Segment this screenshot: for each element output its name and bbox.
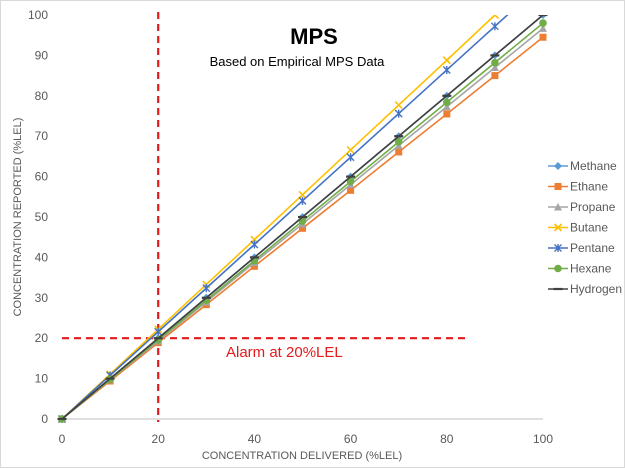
chart-subtitle: Based on Empirical MPS Data: [210, 54, 386, 69]
legend-item-hexane: Hexane: [548, 262, 612, 276]
data-point-ethane: [250, 262, 258, 270]
y-tick-label: 30: [35, 291, 49, 305]
y-tick-label: 50: [35, 210, 49, 224]
data-point-hexane: [394, 138, 403, 146]
legend-label: Ethane: [570, 180, 608, 194]
data-point-pentane: [394, 109, 403, 118]
legend-marker: [554, 203, 562, 211]
legend-item-pentane: Pentane: [548, 241, 615, 255]
x-tick-label: 20: [152, 432, 166, 446]
legend-item-hydrogen: Hydrogen: [548, 282, 622, 296]
data-point-pentane: [202, 284, 211, 293]
data-point-pentane: [154, 327, 163, 336]
y-tick-label: 20: [35, 331, 49, 345]
x-tick-labels: 0 20 40 60 80 100: [59, 432, 554, 446]
data-point-butane: [394, 101, 403, 110]
data-point-propane: [490, 63, 499, 72]
series-group: [57, 15, 548, 424]
data-point-ethane: [443, 110, 451, 118]
legend-label: Hexane: [570, 262, 612, 276]
data-point-ethane: [347, 186, 355, 194]
legend-marker: [553, 223, 563, 232]
data-point-pentane: [490, 22, 499, 31]
x-axis-title: CONCENTRATION DELIVERED (%LEL): [202, 450, 402, 462]
legend-item-ethane: Ethane: [548, 180, 608, 194]
legend-marker: [554, 162, 562, 170]
alarm-annotation: Alarm at 20%LEL: [226, 344, 343, 361]
legend-item-methane: Methane: [548, 159, 617, 173]
data-point-butane: [346, 145, 355, 155]
legend-label: Butane: [570, 221, 608, 235]
legend-label: Methane: [570, 159, 617, 173]
y-tick-label: 10: [35, 372, 49, 386]
legend-marker: [554, 244, 562, 252]
y-tick-label: 70: [35, 129, 49, 143]
series-hexane: [58, 19, 547, 423]
data-point-pentane: [442, 65, 451, 74]
data-point-ethane: [299, 224, 306, 232]
y-tick-label: 0: [41, 412, 48, 426]
x-tick-label: 40: [248, 432, 262, 446]
data-point-ethane: [395, 148, 403, 156]
data-point-ethane: [491, 72, 499, 80]
legend-marker: [554, 183, 562, 190]
y-tick-label: 80: [35, 89, 49, 103]
data-point-butane: [490, 15, 499, 20]
data-point-ethane: [539, 33, 547, 41]
legend-marker: [554, 264, 562, 273]
data-point-butane: [442, 56, 451, 65]
alarm-reference-lines: [62, 12, 467, 422]
series-ethane: [58, 33, 547, 423]
legend-item-butane: Butane: [548, 221, 608, 235]
y-tick-label: 40: [35, 250, 49, 264]
series-hydrogen: [57, 15, 548, 421]
y-axis-title: CONCENTRATION REPORTED (%LEL): [12, 118, 24, 317]
legend-label: Hydrogen: [570, 282, 622, 296]
y-tick-label: 60: [35, 170, 49, 184]
data-point-hexane: [346, 177, 355, 186]
y-tick-label: 90: [35, 48, 49, 62]
data-point-pentane: [250, 240, 259, 249]
y-tick-labels: 0 10 20 30 40 50 60 70 80 90 100: [28, 8, 48, 426]
y-tick-label: 100: [28, 8, 48, 22]
legend-label: Pentane: [570, 241, 615, 255]
data-point-pentane: [346, 153, 355, 162]
data-point-propane: [442, 102, 451, 111]
x-tick-label: 80: [440, 432, 454, 446]
legend-label: Propane: [570, 200, 616, 214]
x-tick-label: 100: [533, 432, 553, 446]
data-point-pentane: [298, 196, 307, 205]
data-point-hexane: [443, 98, 451, 107]
data-point-propane: [539, 24, 547, 32]
legend: Methane Ethane Propane Butane Pentane Hexane H…: [548, 159, 622, 296]
chart-title: MPS: [290, 24, 338, 49]
legend-item-propane: Propane: [548, 200, 616, 214]
x-tick-label: 0: [59, 432, 66, 446]
x-tick-label: 60: [344, 432, 358, 446]
data-point-hexane: [491, 58, 499, 67]
data-point-hexane: [539, 19, 547, 27]
data-point-butane: [298, 190, 307, 199]
